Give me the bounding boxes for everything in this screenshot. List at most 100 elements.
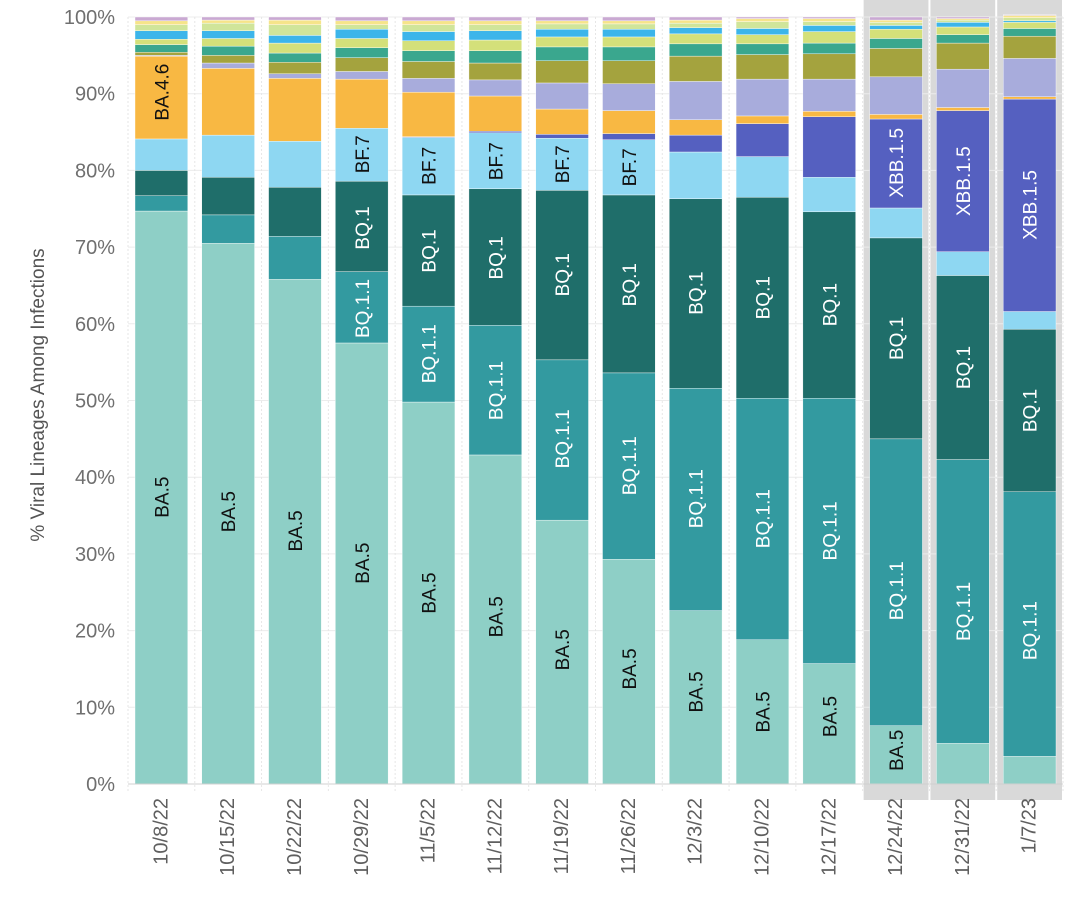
bar-segment [936, 107, 990, 111]
bar-segment [468, 325, 522, 456]
bar-segment [602, 372, 656, 560]
bar-segment [535, 60, 589, 84]
segment-label: BF.7 [620, 148, 641, 186]
segment-label: BQ.1 [954, 346, 975, 389]
bar-segment [268, 35, 322, 44]
segment-label: BA.5 [420, 572, 441, 613]
x-tick-label: 11/12/22 [484, 798, 506, 874]
bar-segment [802, 663, 856, 785]
segment-label: BQ.1 [887, 317, 908, 360]
bar-segment [802, 211, 856, 399]
bar-segment [134, 52, 188, 56]
segment-label: BA.4.6 [152, 64, 173, 121]
segment-label: BQ.1 [753, 276, 774, 319]
y-tick-label: 100% [64, 7, 115, 29]
bar-segment [335, 38, 389, 48]
segment-label: BQ.1 [820, 283, 841, 326]
bar-segment [401, 50, 456, 62]
bar-segment [535, 134, 589, 139]
bar-segment [268, 19, 322, 25]
bar-segment [669, 16, 723, 21]
bar-segment [134, 16, 188, 22]
bar-segment [134, 30, 188, 40]
segment-label: BF.7 [486, 142, 507, 180]
bar-segment [401, 137, 456, 196]
bar-segment [802, 16, 856, 19]
bar-segment [134, 55, 188, 140]
x-tick-label: 10/22/22 [284, 798, 306, 876]
bar-segment [602, 46, 656, 61]
bar-segment [401, 78, 456, 93]
segment-label: BQ.1.1 [620, 436, 641, 495]
bar-segment [134, 24, 188, 32]
bar-segment [1003, 28, 1057, 37]
bar-segment [602, 559, 656, 785]
bar-segment [268, 42, 322, 54]
bar-segment [535, 519, 589, 785]
bar-segment [936, 743, 990, 785]
bar-segment [936, 22, 990, 28]
bar-segment [201, 30, 255, 39]
bar-segment [802, 31, 856, 44]
y-tick-label: 60% [75, 314, 115, 336]
bar-segment [201, 68, 255, 136]
bar-segment [1003, 14, 1057, 16]
segment-label: BA.5 [887, 730, 908, 771]
segment-label: BA.5 [620, 648, 641, 689]
bar-segment [268, 187, 322, 237]
bar-segment [134, 39, 188, 45]
bar-segment [735, 115, 790, 124]
bar-segment [802, 42, 856, 55]
bar-segment [201, 22, 255, 32]
bar-segment [201, 62, 255, 69]
x-tick-label: 11/5/22 [418, 798, 440, 863]
bar-segment [1003, 98, 1057, 312]
bar-segment [535, 36, 589, 48]
y-tick-label: 50% [75, 391, 115, 413]
bar-segment [669, 22, 723, 28]
y-axis-label: % Viral Lineages Among Infections [28, 248, 49, 541]
segment-label: BA.5 [687, 671, 708, 712]
bar-segment [802, 111, 856, 117]
x-tick-label: 11/19/22 [551, 798, 573, 874]
x-tick-label: 11/26/22 [618, 798, 640, 874]
segment-label: BQ.1 [553, 253, 574, 296]
bar-segment [735, 16, 790, 19]
segment-label: XBB.1.5 [887, 128, 908, 198]
bar-segment [1003, 96, 1057, 100]
bar-segment [201, 243, 255, 785]
bar-segment [535, 46, 589, 61]
bar-segment [401, 16, 456, 22]
bar-segment [1003, 311, 1057, 330]
segment-label: BQ.1 [486, 236, 507, 279]
y-tick-label: 20% [75, 621, 115, 643]
bar-segment [735, 18, 790, 22]
bar-segment [869, 25, 923, 30]
segment-label: BF.7 [553, 145, 574, 183]
y-tick-label: 40% [75, 467, 115, 489]
bar-segment [335, 271, 389, 344]
bar-segment [535, 20, 589, 25]
bar-segment [669, 119, 723, 136]
bar-segment [735, 21, 790, 29]
segment-label: XBB.1.5 [1021, 170, 1042, 240]
bar-segment [602, 29, 656, 38]
bar-segment [669, 610, 723, 785]
bar-segment [335, 20, 389, 25]
segment-label: BQ.1.1 [954, 582, 975, 641]
bar-segment [602, 36, 656, 48]
bar-segment [268, 279, 322, 785]
bar-segment [869, 207, 923, 239]
bar-segment [669, 81, 723, 120]
bar-segment [335, 128, 389, 182]
bar-segment [468, 131, 522, 134]
bar-segment [335, 180, 389, 272]
bar-segment [335, 342, 389, 785]
bar-segment [335, 29, 389, 39]
bar-segment [1003, 20, 1057, 23]
x-tick-label: 12/17/22 [818, 798, 840, 876]
bar-segment [869, 22, 923, 26]
bar-segment [602, 110, 656, 134]
bar-segment [802, 25, 856, 32]
